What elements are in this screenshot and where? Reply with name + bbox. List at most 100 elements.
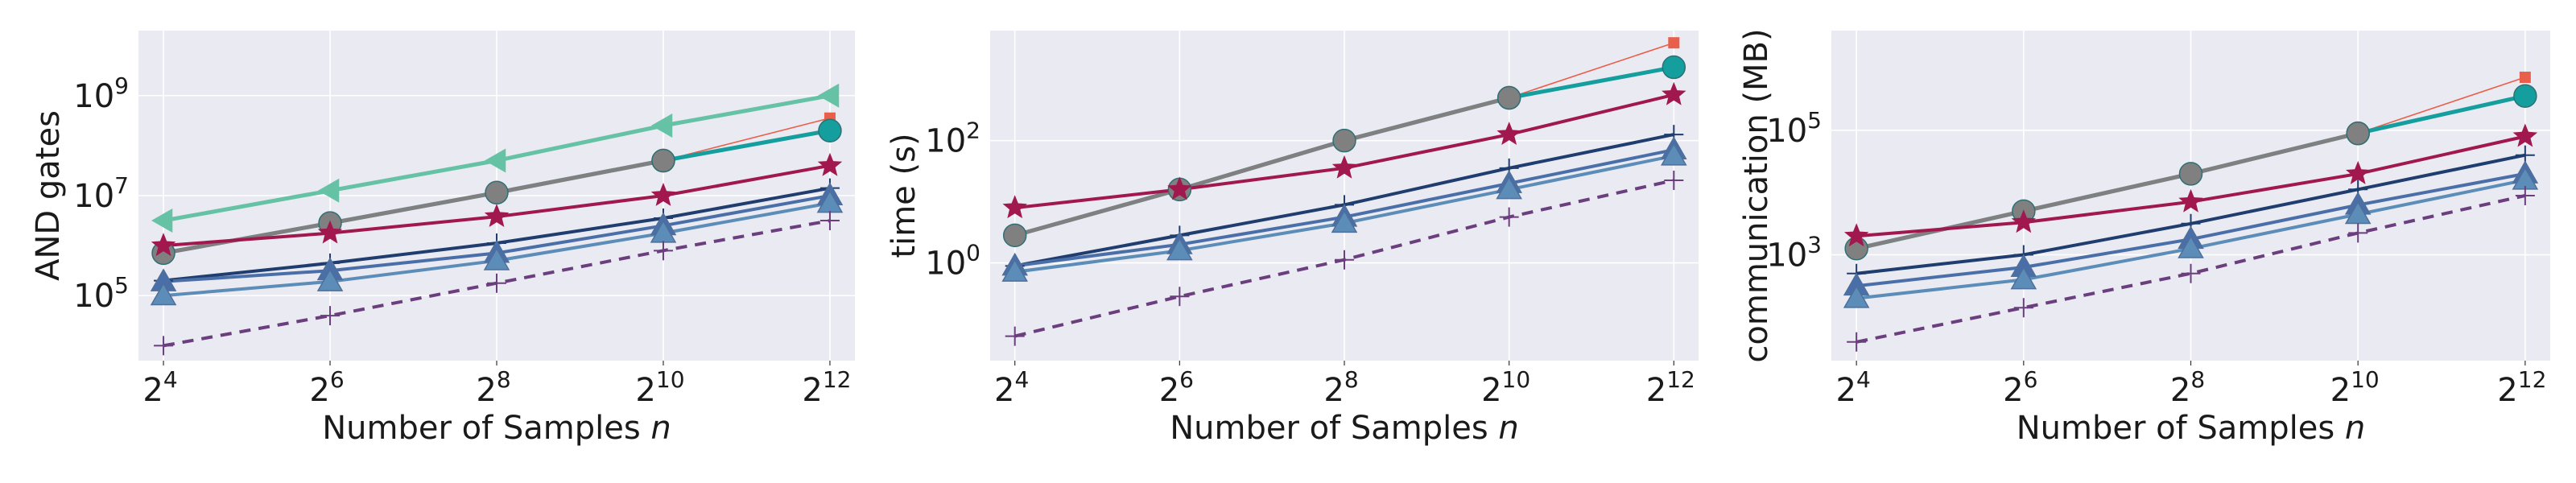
series-markers-5 xyxy=(151,152,843,257)
data-point xyxy=(1335,250,1354,270)
x-axis-label: Number of Samples n xyxy=(1170,410,1519,447)
data-point xyxy=(1496,122,1521,145)
data-point xyxy=(1001,258,1028,282)
data-point xyxy=(1496,85,1521,110)
x-tick-label: 212 xyxy=(1646,366,1695,409)
data-point xyxy=(1005,326,1025,346)
data-point xyxy=(1662,55,1686,80)
x-axis-label: Number of Samples n xyxy=(2017,410,2366,447)
x-tick-label: 212 xyxy=(2497,366,2546,409)
y-tick-label: 100 xyxy=(925,240,980,283)
data-point xyxy=(1843,223,1869,247)
data-point xyxy=(2519,72,2531,84)
x-tick-label: 26 xyxy=(1159,366,1194,409)
chart-panel-1: 24 26 28 210 212 105 107 109 Number of Samples n… xyxy=(30,31,855,447)
x-tick-label: 26 xyxy=(309,366,344,409)
y-axis-label: communication (MB) xyxy=(1738,28,1775,362)
data-point xyxy=(1843,285,1870,308)
data-point xyxy=(819,211,840,231)
series-markers-7 xyxy=(1001,142,1687,282)
x-tick-label: 24 xyxy=(142,366,177,409)
data-point xyxy=(1166,237,1193,261)
x-tick-label: 24 xyxy=(1836,366,1871,409)
data-point xyxy=(2013,298,2033,318)
y-tick-label: 109 xyxy=(73,72,129,115)
data-point xyxy=(1331,209,1358,233)
data-point xyxy=(1668,37,1680,49)
data-point xyxy=(485,180,509,205)
x-tick-label: 212 xyxy=(802,366,851,409)
data-point xyxy=(2348,223,2368,243)
data-point xyxy=(650,183,676,206)
y-tick-label: 103 xyxy=(1766,231,1822,274)
x-tick-label: 28 xyxy=(2170,366,2205,409)
data-point xyxy=(154,336,174,356)
data-point xyxy=(817,152,843,176)
data-point xyxy=(320,306,341,326)
data-point xyxy=(485,148,506,173)
data-point xyxy=(318,178,340,203)
data-point xyxy=(151,208,173,233)
x-tick-label: 210 xyxy=(1481,366,1530,409)
series-markers-4 xyxy=(1843,123,2538,247)
x-tick-label: 26 xyxy=(2003,366,2037,409)
series-markers-7 xyxy=(1843,167,2539,308)
data-point xyxy=(483,247,510,270)
data-point xyxy=(2010,266,2037,290)
data-point xyxy=(316,268,344,291)
data-point xyxy=(1331,155,1357,179)
data-point xyxy=(1499,207,1519,227)
y-tick-label: 107 xyxy=(73,172,129,215)
data-point xyxy=(1662,81,1686,105)
chart-panel-2: 24 26 28 210 212 100 102 Number of Samples n tim… xyxy=(886,31,1699,447)
data-point xyxy=(150,282,177,306)
data-point xyxy=(1167,176,1192,200)
data-point xyxy=(2181,263,2201,283)
data-point xyxy=(2346,121,2370,146)
data-point xyxy=(1847,332,1867,352)
data-point xyxy=(818,118,842,142)
data-point xyxy=(2346,160,2371,184)
series-markers-1 xyxy=(151,83,840,233)
x-tick-label: 210 xyxy=(635,366,684,409)
series-markers-9 xyxy=(154,211,840,356)
data-point xyxy=(651,148,675,173)
data-point xyxy=(2178,188,2203,213)
series-markers-8 xyxy=(1847,186,2535,352)
y-tick-label: 105 xyxy=(1766,107,1822,150)
x-axis-label: Number of Samples n xyxy=(322,410,671,447)
data-point xyxy=(1332,128,1356,153)
data-point xyxy=(1002,195,1027,219)
y-tick-label: 105 xyxy=(73,272,129,315)
series-markers-8 xyxy=(1005,171,1684,346)
data-point xyxy=(1002,223,1027,248)
data-point xyxy=(1496,175,1522,200)
data-point xyxy=(2011,209,2036,233)
x-tick-label: 24 xyxy=(994,366,1029,409)
data-point xyxy=(2178,235,2204,258)
series-line-3 xyxy=(1014,96,1510,237)
data-point xyxy=(484,204,510,227)
data-point xyxy=(1170,287,1190,307)
data-point xyxy=(2512,123,2538,147)
data-point xyxy=(151,233,176,257)
data-point xyxy=(2513,84,2537,108)
y-axis-label: AND gates xyxy=(30,110,67,281)
series-line-8 xyxy=(1856,194,2526,344)
x-tick-label: 28 xyxy=(1323,366,1358,409)
data-point xyxy=(317,220,343,244)
chart-panel-3: 24 26 28 210 212 103 105 Number of Samples n com… xyxy=(1738,28,2550,447)
series-markers-8 xyxy=(150,189,844,306)
data-point xyxy=(817,83,840,108)
data-point xyxy=(650,114,673,138)
y-axis-label: time (s) xyxy=(886,133,923,258)
data-point xyxy=(1664,171,1684,191)
data-point xyxy=(487,273,506,293)
y-tick-label: 102 xyxy=(925,118,980,160)
data-point xyxy=(653,241,673,261)
data-point xyxy=(1661,142,1687,166)
x-tick-label: 28 xyxy=(476,366,510,409)
series-markers-4 xyxy=(1002,81,1686,219)
data-point xyxy=(2515,186,2535,205)
